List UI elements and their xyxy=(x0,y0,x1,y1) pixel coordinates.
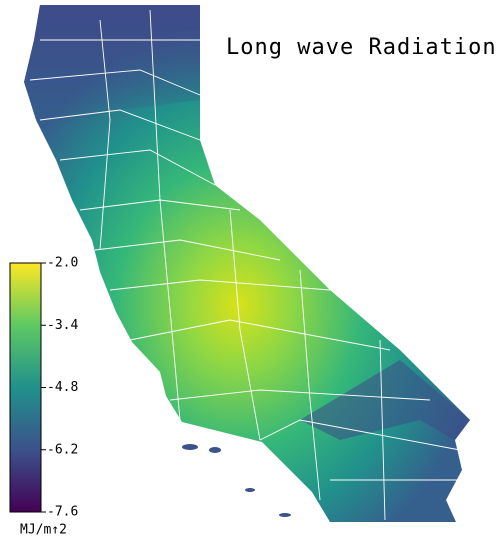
colorbar-tick-label: -2.0 xyxy=(47,256,78,271)
north-shade xyxy=(24,5,200,130)
colorbar-unit: MJ/m↑2 xyxy=(20,523,67,538)
colorbar-tick-label: -6.2 xyxy=(47,442,78,457)
colorbar-tick-label: -4.8 xyxy=(47,380,78,395)
colorbar-tick-label: -3.4 xyxy=(47,318,78,333)
county-lines xyxy=(29,9,461,521)
south-shade xyxy=(300,360,470,440)
colorbar-tick-label: -7.6 xyxy=(47,505,78,520)
islands xyxy=(182,444,291,517)
colorbar: -2.0 -3.4 -4.8 -6.2 -7.6 xyxy=(9,256,78,520)
map-title: Long wave Radiation xyxy=(226,35,497,60)
colorbar-bar xyxy=(9,262,42,513)
california-map xyxy=(24,5,470,522)
